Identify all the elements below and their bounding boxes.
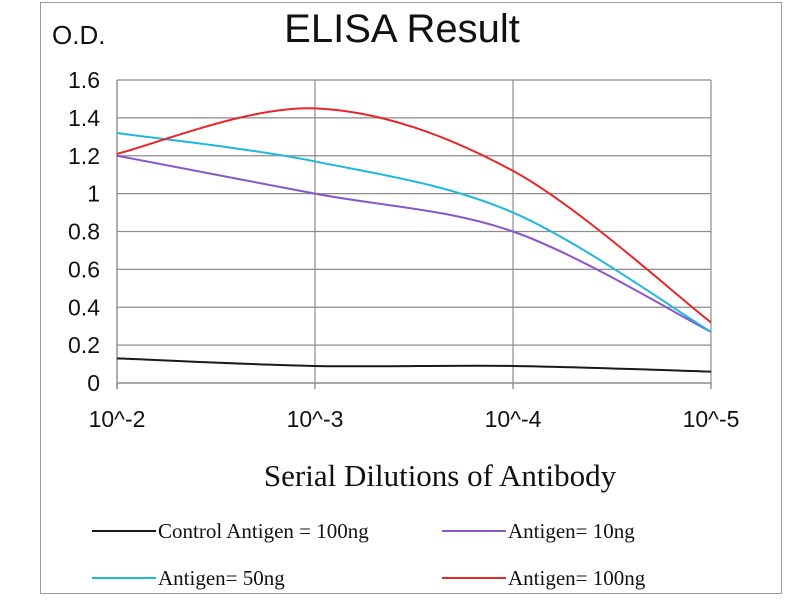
series-line xyxy=(116,132,712,333)
y-tick-label: 0.4 xyxy=(68,294,100,320)
y-tick-label: 1.2 xyxy=(68,143,100,169)
legend: Control Antigen = 100ng Antigen= 10ng Anti… xyxy=(92,519,646,590)
x-tick-label: 10^-4 xyxy=(485,406,542,432)
legend-label: Antigen= 10ng xyxy=(508,519,635,543)
x-tick-label: 10^-5 xyxy=(683,406,740,432)
series-line xyxy=(116,154,712,333)
y-tick-label: 1 xyxy=(87,181,100,207)
y-tick-label: 1.4 xyxy=(68,105,100,131)
legend-label: Antigen= 50ng xyxy=(158,566,285,590)
series-lines xyxy=(116,107,712,373)
legend-label: Antigen= 100ng xyxy=(508,566,646,590)
y-tick-label: 0.8 xyxy=(68,219,100,245)
y-tick-label: 0.6 xyxy=(68,256,100,282)
x-axis-label: Serial Dilutions of Antibody xyxy=(264,458,617,493)
y-tick-label: 0.2 xyxy=(68,332,100,358)
y-tick-labels: 0 0.2 0.4 0.6 0.8 1 1.2 1.4 1.6 xyxy=(68,67,100,396)
x-tick-label: 10^-2 xyxy=(89,406,146,432)
legend-label: Control Antigen = 100ng xyxy=(158,519,369,543)
axes xyxy=(116,80,712,389)
series-line xyxy=(116,357,712,373)
y-tick-label: 0 xyxy=(87,370,100,396)
chart-title: ELISA Result xyxy=(284,7,520,51)
y-tick-label: 1.6 xyxy=(68,67,100,93)
x-tick-labels: 10^-2 10^-3 10^-4 10^-5 xyxy=(89,406,740,432)
series-line xyxy=(116,107,712,324)
y-axis-label: O.D. xyxy=(52,20,105,50)
gridlines xyxy=(117,79,712,383)
x-tick-label: 10^-3 xyxy=(287,406,344,432)
